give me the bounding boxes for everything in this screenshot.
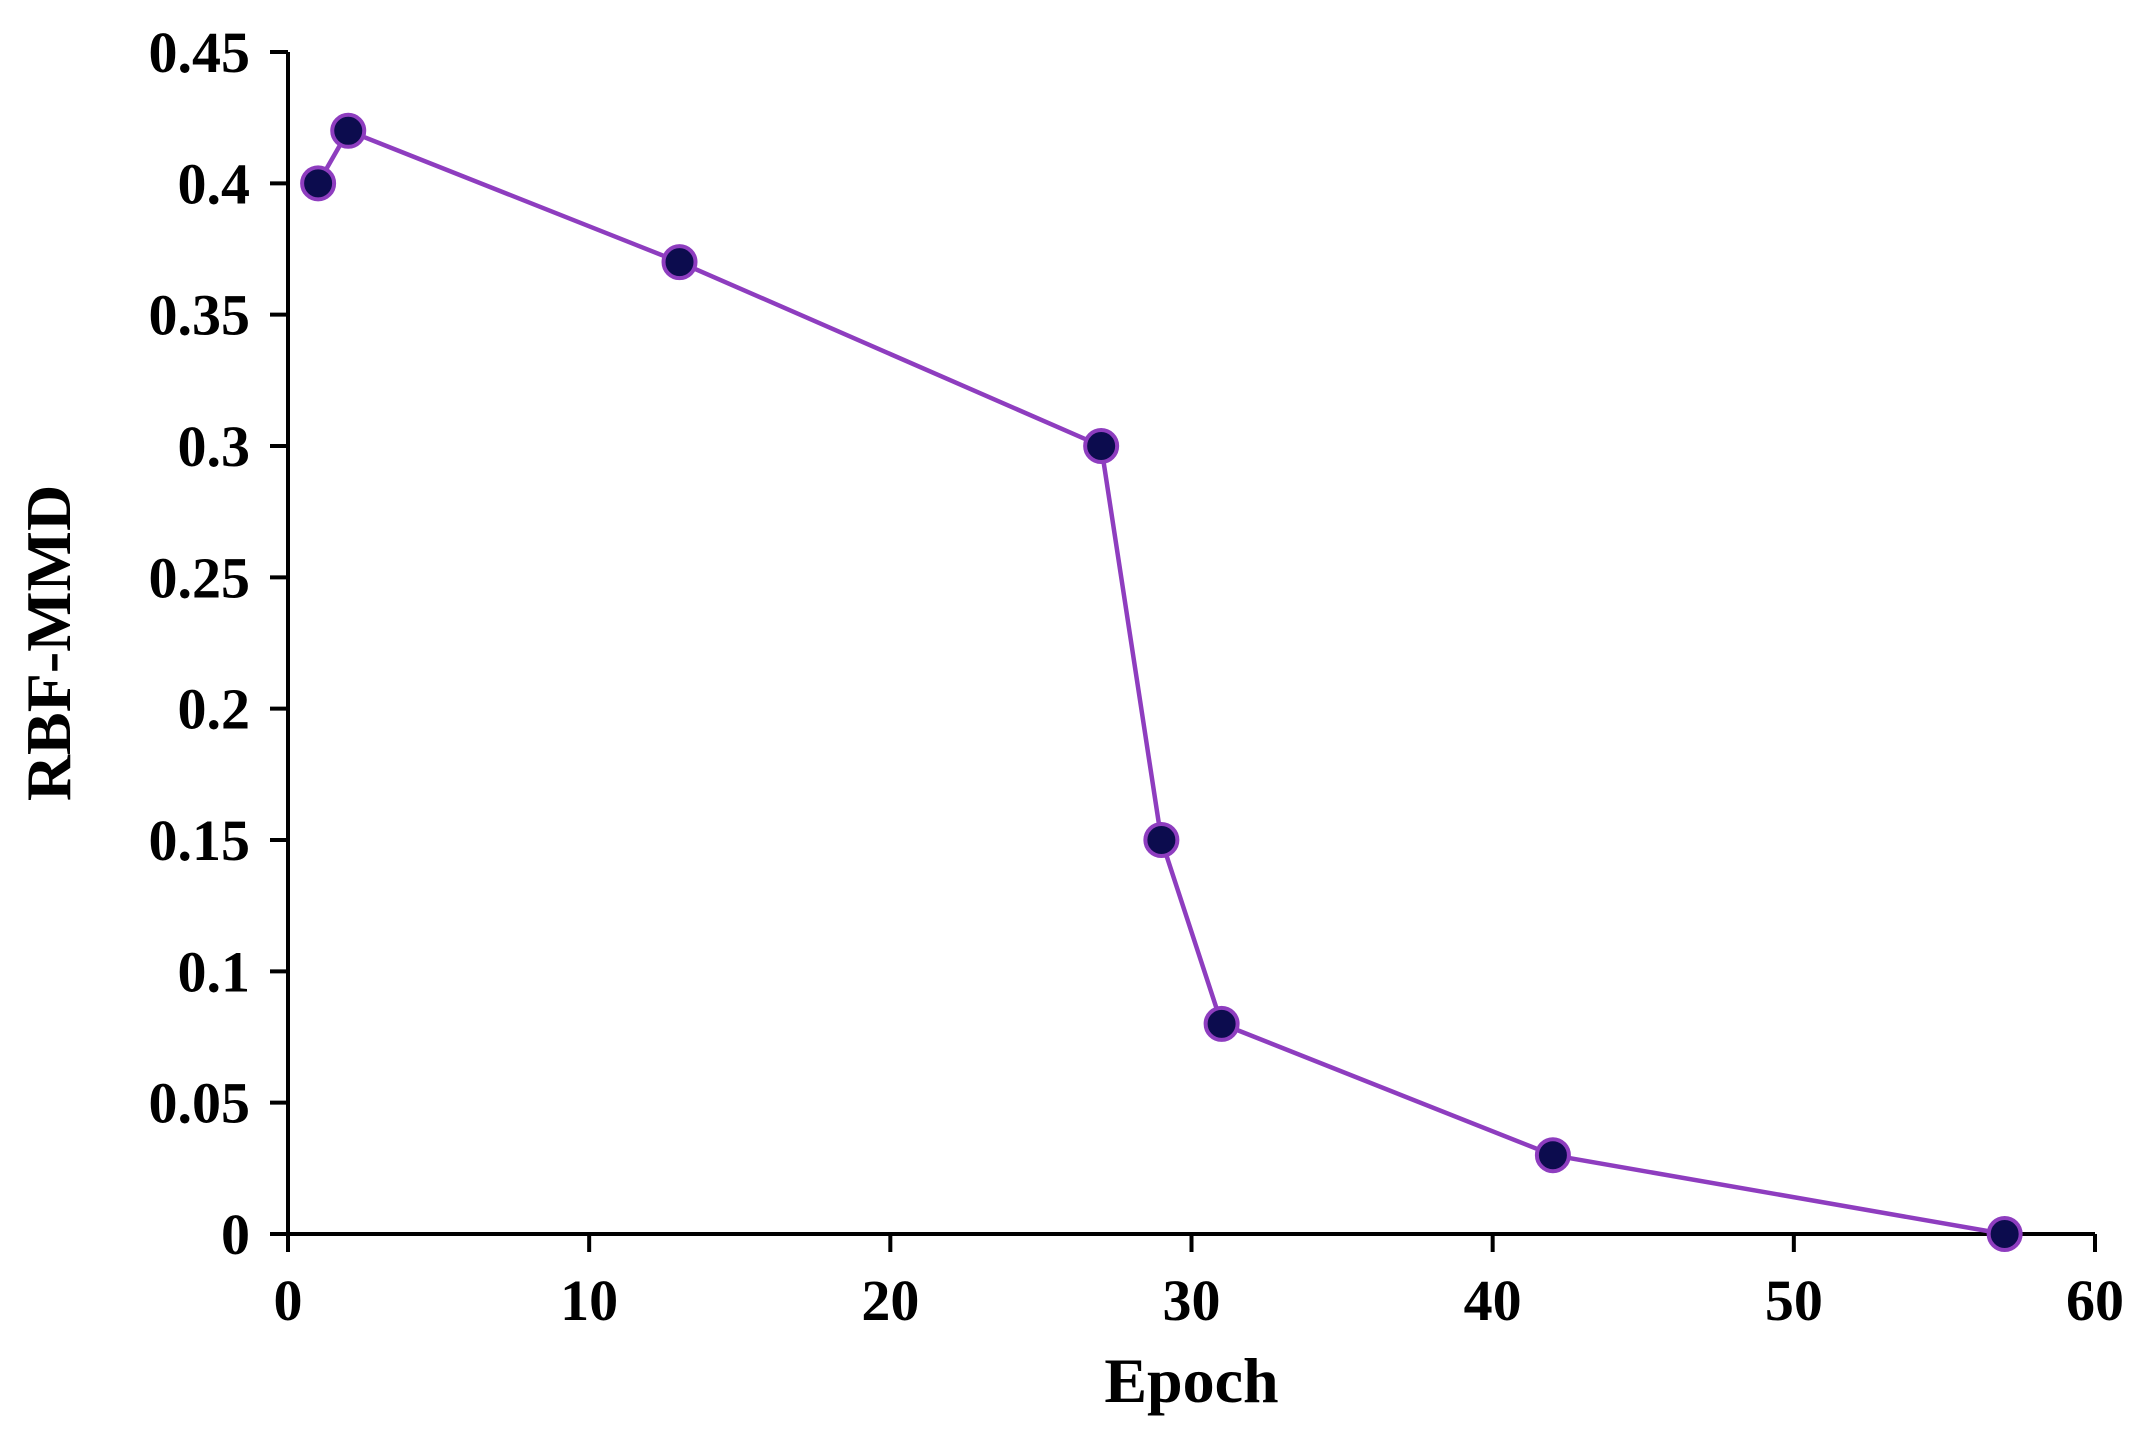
data-point (300, 165, 337, 202)
data-point (1203, 1005, 1240, 1042)
y-tick-label: 0.1 (178, 939, 251, 1004)
y-tick-label: 0.4 (178, 151, 251, 216)
y-tick-label: 0.25 (149, 545, 251, 610)
series-line (316, 128, 2006, 1237)
data-point (1986, 1216, 2023, 1252)
data-point (1083, 428, 1120, 464)
x-axis-title: Epoch (1104, 1345, 1278, 1416)
data-point (1143, 822, 1180, 858)
data-point (330, 112, 367, 149)
y-tick-label: 0.15 (149, 808, 251, 873)
x-tick-label: 0 (274, 1268, 303, 1333)
x-tick-label: 30 (1163, 1268, 1221, 1333)
x-tick-label: 10 (560, 1268, 618, 1333)
y-tick-label: 0 (221, 1202, 250, 1267)
y-tick-label: 0.35 (149, 283, 251, 348)
y-axis-title: RBF-MMD (13, 485, 84, 801)
axes (286, 52, 2095, 1236)
x-tick-label: 20 (861, 1268, 919, 1333)
ticks: 0 0.05 0.1 0.15 0.2 0.25 0.3 0.35 0.4 0.45 0 10 20 30… (149, 20, 2125, 1333)
data-point (661, 244, 698, 281)
y-tick-label: 0.45 (149, 20, 251, 85)
x-tick-label: 50 (1765, 1268, 1823, 1333)
y-tick-label: 0.3 (178, 414, 251, 479)
x-tick-label: 40 (1464, 1268, 1522, 1333)
data-point (1534, 1137, 1571, 1174)
y-tick-label: 0.05 (149, 1071, 251, 1136)
y-tick-label: 0.2 (178, 677, 251, 742)
series (300, 112, 2023, 1252)
x-tick-label: 60 (2066, 1268, 2124, 1333)
